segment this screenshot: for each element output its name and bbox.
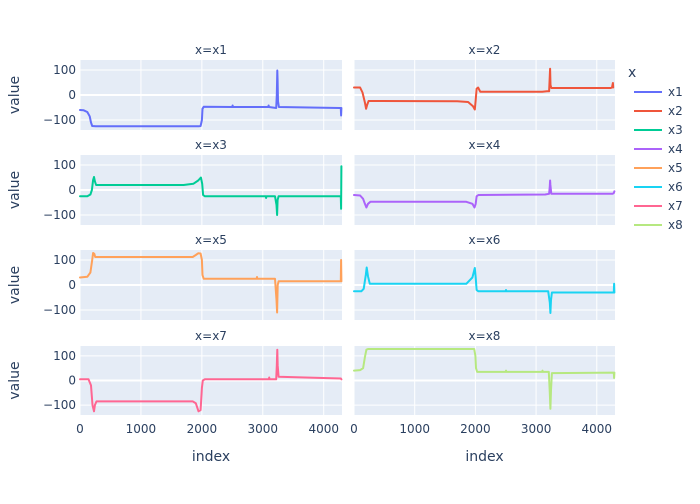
facet-title-x5: x=x5 [195, 233, 227, 247]
y-axis-label: value [7, 76, 23, 114]
facet-title-x7: x=x7 [195, 329, 227, 343]
x-axis-label: index [192, 449, 230, 465]
x-tick-label: 2000 [460, 422, 491, 436]
facet-title-x1: x=x1 [195, 43, 227, 57]
y-tick-label: 100 [53, 63, 76, 77]
y-tick-label: −100 [43, 303, 76, 317]
y-tick-label: 0 [68, 278, 76, 292]
y-tick-label: 100 [53, 158, 76, 172]
y-tick-label: 100 [53, 349, 76, 363]
x-tick-label: 3000 [248, 422, 279, 436]
facet-title-x6: x=x6 [469, 233, 501, 247]
series-line-x7 [79, 348, 343, 413]
series-line-x3 [79, 165, 343, 216]
facet-title-x3: x=x3 [195, 138, 227, 152]
y-tick-label: 0 [68, 183, 76, 197]
y-tick-label: 0 [68, 88, 76, 102]
legend-label-x4: x4 [668, 142, 683, 156]
y-axis-label: value [7, 266, 23, 304]
facet-title-x8: x=x8 [469, 329, 501, 343]
legend-label-x2: x2 [668, 104, 683, 118]
legend-label-x5: x5 [668, 161, 683, 175]
series-line-x6 [353, 266, 616, 314]
y-tick-label: 0 [68, 374, 76, 388]
facet-title-x2: x=x2 [469, 43, 501, 57]
x-tick-label: 1000 [399, 422, 430, 436]
legend-label-x3: x3 [668, 123, 683, 137]
x-tick-label: 0 [350, 422, 358, 436]
series-line-x4 [353, 179, 616, 209]
y-tick-label: −100 [43, 113, 76, 127]
x-tick-label: 3000 [521, 422, 552, 436]
x-tick-label: 1000 [126, 422, 157, 436]
x-tick-label: 4000 [582, 422, 613, 436]
series-line-x2 [353, 67, 615, 111]
legend-title: x [628, 65, 636, 81]
y-tick-label: −100 [43, 398, 76, 412]
y-tick-label: 100 [53, 253, 76, 267]
x-tick-label: 0 [76, 422, 84, 436]
facet-title-x4: x=x4 [469, 138, 501, 152]
legend-label-x8: x8 [668, 218, 683, 232]
y-axis-label: value [7, 361, 23, 399]
legend-label-x1: x1 [668, 85, 683, 99]
y-tick-label: −100 [43, 208, 76, 222]
x-tick-label: 4000 [308, 422, 339, 436]
legend-label-x6: x6 [668, 180, 683, 194]
series-line-x5 [79, 252, 343, 314]
legend-label-x7: x7 [668, 199, 683, 213]
y-axis-label: value [7, 171, 23, 209]
series-line-x8 [353, 348, 616, 410]
x-axis-label: index [465, 449, 503, 465]
x-tick-label: 2000 [187, 422, 218, 436]
series-line-x1 [79, 69, 343, 128]
